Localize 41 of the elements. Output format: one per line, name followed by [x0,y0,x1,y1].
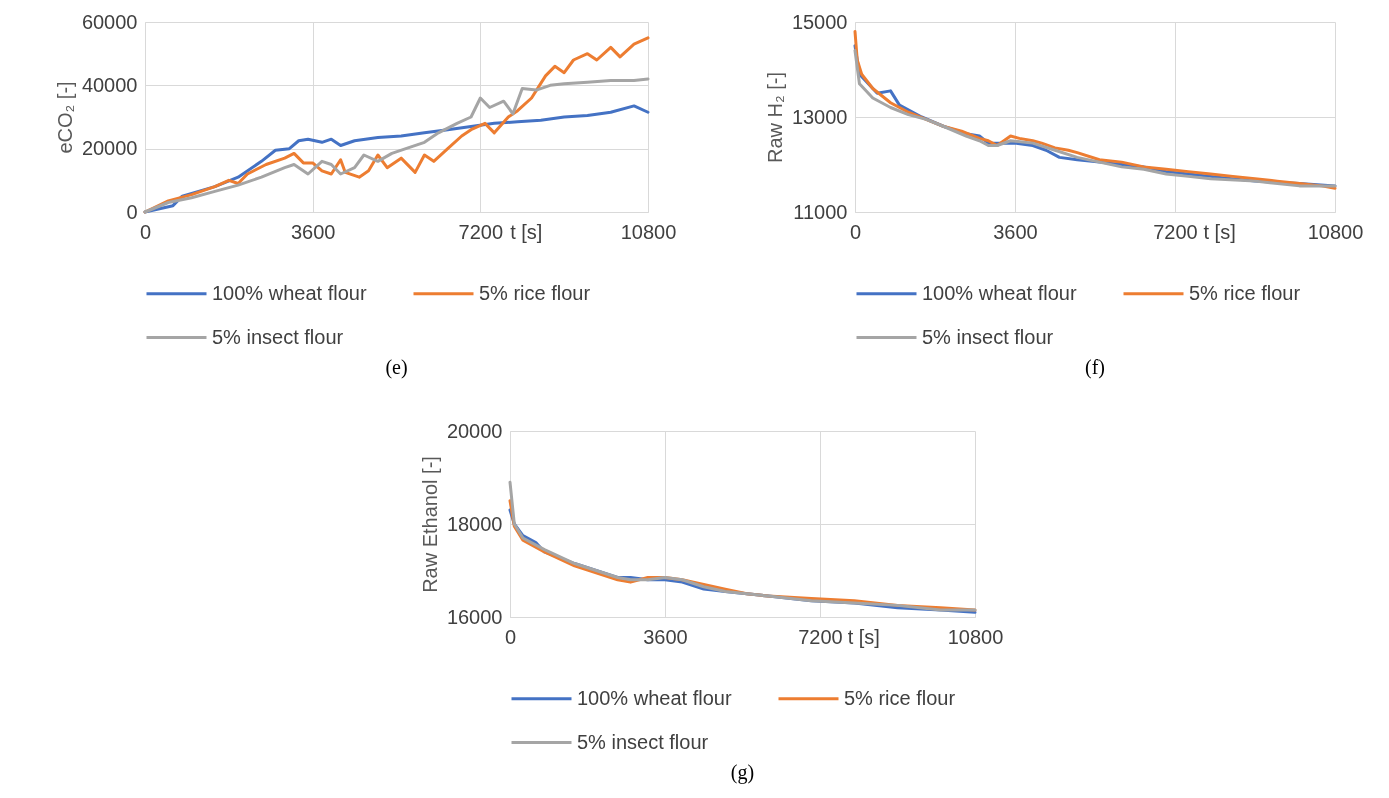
x-tick-label: 10800 [947,625,1004,648]
x-tick-label: 10800 [1307,220,1364,243]
line-series [143,77,650,214]
legend-label: 5% insect flour [577,730,709,753]
y-axis-title: Raw Ethanol [-] [418,456,441,593]
y-tick-label: 0 [126,200,138,223]
y-tick-label: 20000 [81,137,138,160]
legend-label: 5% rice flour [479,281,591,304]
x-tick-label: 0 [139,220,152,243]
text: (f) [1085,356,1105,379]
x-tick-label: 7200 [1153,220,1198,243]
x-tick-label: 0 [504,625,517,648]
x-tick-label: 3600 [643,625,688,648]
x-axis-title: t [s] [1203,220,1236,243]
legend-label: 100% wheat flour [212,281,367,304]
y-axis-title: eCO₂ [-] [53,81,76,154]
x-tick-label: 3600 [993,220,1038,243]
x-axis-title: t [s] [847,625,880,648]
y-tick-label: 18000 [446,512,503,535]
text: (e) [385,356,408,379]
legend-label: 5% insect flour [212,325,344,348]
legend-label: 5% rice flour [844,686,956,709]
x-axis-title: t [s] [510,220,543,243]
legend-label: 100% wheat flour [577,686,732,709]
legend-label: 100% wheat flour [922,281,1077,304]
legend-label: 5% rice flour [1189,281,1301,304]
x-tick-label: 7200 [458,220,504,243]
x-tick-label: 3600 [290,220,336,243]
y-tick-label: 15000 [791,10,848,33]
x-tick-label: 7200 [798,625,843,648]
y-tick-label: 20000 [446,419,503,442]
legend-label: 5% insect flour [922,325,1054,348]
x-tick-label: 0 [849,220,862,243]
y-tick-label: 60000 [81,10,138,33]
y-tick-label: 40000 [81,73,138,96]
y-tick-label: 13000 [791,105,848,128]
y-tick-label: 11000 [793,200,848,223]
x-tick-label: 10800 [620,220,677,243]
text: (g) [730,761,755,784]
y-tick-label: 16000 [446,605,503,628]
y-axis-title: Raw H₂ [-] [763,71,786,164]
